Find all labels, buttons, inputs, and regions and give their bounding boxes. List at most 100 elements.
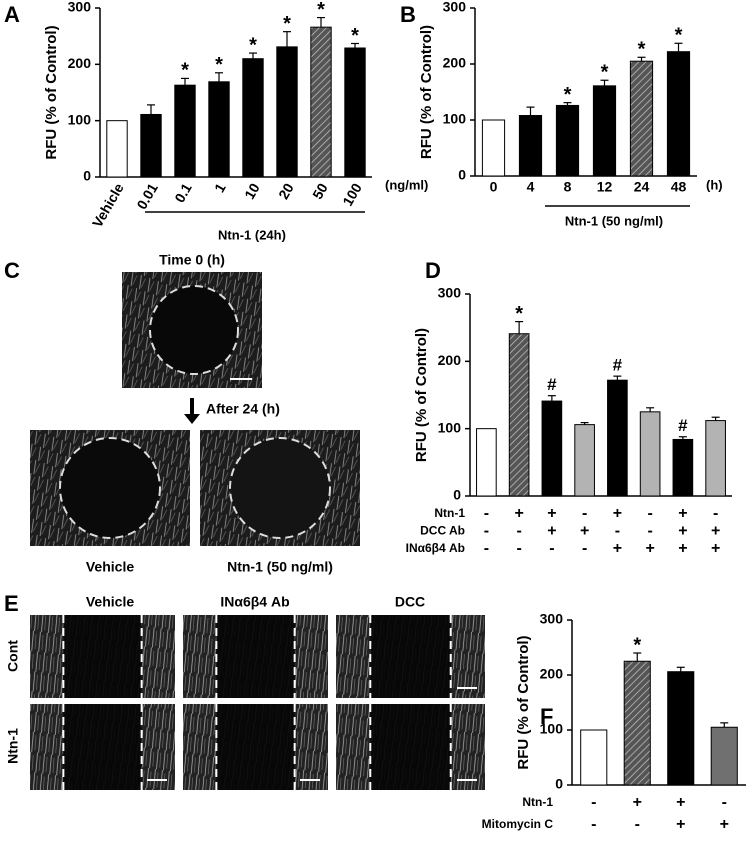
bar	[276, 46, 298, 178]
panel-letter: D	[425, 258, 441, 283]
c-title: Time 0 (h)	[159, 252, 225, 268]
condition-sign: +	[514, 505, 523, 522]
condition-sign: -	[484, 505, 489, 522]
condition-label: Ntn-1	[434, 506, 465, 520]
condition-sign: +	[645, 540, 654, 557]
panel-letter: F	[540, 704, 553, 729]
condition-sign: -	[647, 523, 652, 540]
significance-marker: *	[215, 54, 223, 76]
y-tick-label: 0	[83, 168, 91, 184]
significance-marker: *	[249, 34, 257, 56]
gap	[63, 615, 142, 698]
y-tick-label: 200	[68, 55, 92, 71]
y-tick-label: 100	[68, 111, 92, 127]
bar	[208, 81, 230, 178]
condition-sign: -	[582, 505, 587, 522]
y-tick-label: 300	[540, 611, 564, 627]
significance-marker: *	[283, 13, 291, 35]
x-tick-label: Vehicle	[89, 180, 127, 230]
significance-marker: #	[678, 416, 688, 435]
condition-sign: +	[678, 523, 687, 540]
condition-sign: +	[580, 523, 589, 540]
x-unit: (h)	[706, 177, 723, 192]
e-row-label: Cont	[5, 640, 21, 672]
condition-sign: -	[549, 540, 554, 557]
y-tick-label: 300	[443, 0, 467, 15]
bar	[667, 671, 695, 786]
condition-sign: -	[484, 540, 489, 557]
bar	[140, 113, 162, 178]
condition-sign: +	[547, 523, 556, 540]
bar	[623, 660, 651, 786]
significance-marker: *	[638, 39, 646, 61]
c-caption: Vehicle	[86, 559, 134, 575]
x-tick-label: 100	[339, 180, 365, 208]
x-tick-label: 0.1	[171, 180, 195, 205]
bar	[710, 726, 738, 786]
condition-sign: -	[635, 816, 640, 833]
condition-sign: +	[711, 523, 720, 540]
bar	[672, 438, 694, 497]
group-label: Ntn-1 (50 ng/ml)	[565, 213, 663, 228]
panel-c-images	[30, 272, 360, 546]
y-axis-label: RFU (% of Control)	[43, 25, 60, 159]
bar	[555, 104, 580, 177]
x-tick-label: 1	[211, 180, 229, 195]
significance-marker: #	[613, 356, 623, 375]
condition-sign: +	[720, 816, 729, 833]
significance-marker: *	[675, 25, 683, 47]
significance-marker: *	[351, 25, 359, 47]
panel-letter: B	[400, 2, 416, 27]
y-tick-label: 100	[438, 419, 462, 435]
panel-letter: C	[4, 258, 20, 283]
gap	[370, 704, 451, 790]
x-tick-label: 8	[564, 179, 572, 195]
condition-sign: -	[582, 540, 587, 557]
condition-sign: -	[591, 816, 596, 833]
y-tick-label: 0	[458, 167, 466, 183]
e-column-label: Vehicle	[86, 594, 134, 610]
panel-e-images	[30, 615, 485, 790]
condition-sign: +	[676, 816, 685, 833]
x-tick-label: 50	[309, 180, 331, 202]
e-column-label: DCC	[395, 594, 425, 610]
bar	[580, 729, 608, 786]
gap	[216, 704, 295, 790]
x-tick-label: 10	[241, 180, 263, 202]
gap	[63, 704, 142, 790]
c-caption: Ntn-1 (50 ng/ml)	[227, 559, 333, 575]
bar	[592, 85, 617, 177]
significance-marker: *	[564, 84, 572, 106]
x-tick-label: 12	[597, 179, 613, 195]
condition-sign: +	[613, 505, 622, 522]
significance-marker: *	[181, 60, 189, 82]
gap	[370, 615, 451, 698]
x-tick-label: 20	[275, 180, 297, 202]
bar	[481, 119, 506, 177]
condition-sign: -	[615, 523, 620, 540]
y-tick-label: 300	[68, 0, 92, 15]
condition-label: INα6β4 Ab	[406, 541, 465, 555]
bar	[476, 428, 497, 497]
bar	[174, 84, 196, 178]
bar	[518, 115, 543, 177]
e-row-label: Ntn-1	[5, 728, 21, 764]
significance-marker: #	[547, 375, 557, 394]
condition-sign: -	[647, 505, 652, 522]
condition-sign: -	[484, 523, 489, 540]
condition-sign: +	[678, 540, 687, 557]
condition-sign: -	[516, 523, 521, 540]
condition-label: Ntn-1	[522, 795, 553, 809]
y-tick-label: 100	[540, 721, 564, 737]
bar	[639, 411, 661, 497]
x-tick-label: 48	[671, 179, 687, 195]
bar	[541, 400, 563, 497]
bar	[242, 58, 264, 178]
condition-sign: -	[722, 794, 727, 811]
condition-sign: +	[711, 540, 720, 557]
bar	[666, 51, 691, 177]
y-tick-label: 200	[438, 352, 462, 368]
condition-sign: +	[633, 794, 642, 811]
arrow-head	[184, 414, 200, 424]
bar	[574, 424, 595, 497]
